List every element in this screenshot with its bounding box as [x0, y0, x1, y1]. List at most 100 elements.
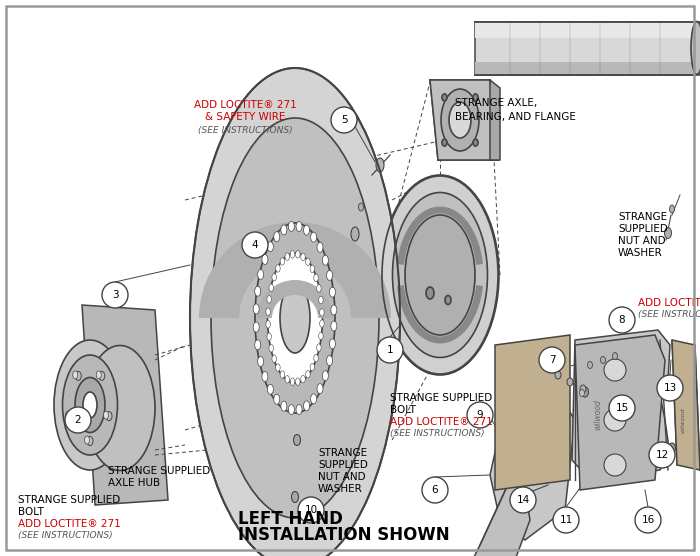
Ellipse shape	[316, 285, 321, 292]
Circle shape	[242, 232, 268, 258]
Text: SUPPLIED: SUPPLIED	[618, 224, 668, 234]
Text: STRANGE: STRANGE	[618, 212, 667, 222]
Ellipse shape	[280, 371, 285, 378]
Text: WASHER: WASHER	[618, 248, 663, 258]
Ellipse shape	[285, 253, 290, 260]
Ellipse shape	[85, 345, 155, 470]
Circle shape	[298, 497, 324, 523]
Ellipse shape	[255, 286, 260, 296]
Ellipse shape	[301, 253, 305, 261]
Ellipse shape	[267, 296, 272, 303]
Text: 15: 15	[615, 403, 629, 413]
Ellipse shape	[473, 94, 478, 101]
Text: BOLT: BOLT	[390, 405, 416, 415]
Polygon shape	[82, 305, 168, 505]
Circle shape	[539, 347, 565, 373]
Ellipse shape	[262, 371, 268, 381]
Ellipse shape	[258, 270, 264, 280]
Ellipse shape	[381, 175, 499, 375]
Circle shape	[377, 337, 403, 363]
Ellipse shape	[442, 139, 447, 146]
Ellipse shape	[99, 371, 105, 380]
Ellipse shape	[267, 253, 323, 383]
Ellipse shape	[269, 284, 274, 291]
Text: 6: 6	[432, 485, 438, 495]
Ellipse shape	[320, 320, 324, 327]
Text: ADD LOCTITE® 271: ADD LOCTITE® 271	[194, 100, 296, 110]
Text: SUPPLIED: SUPPLIED	[318, 460, 368, 470]
Text: LEFT HAND: LEFT HAND	[238, 510, 343, 528]
Text: 9: 9	[477, 410, 483, 420]
Text: BOLT: BOLT	[18, 507, 44, 517]
Ellipse shape	[473, 139, 478, 146]
Ellipse shape	[327, 270, 332, 280]
Ellipse shape	[267, 333, 272, 340]
Ellipse shape	[285, 376, 290, 383]
Ellipse shape	[331, 321, 337, 331]
Text: NUT AND: NUT AND	[318, 472, 365, 482]
Ellipse shape	[62, 355, 118, 455]
Ellipse shape	[280, 257, 285, 265]
Ellipse shape	[190, 68, 400, 556]
Ellipse shape	[269, 345, 274, 352]
Circle shape	[649, 442, 675, 468]
Ellipse shape	[405, 215, 475, 335]
Polygon shape	[672, 340, 700, 470]
Ellipse shape	[301, 375, 305, 383]
Text: wilwood: wilwood	[594, 400, 603, 430]
Ellipse shape	[601, 356, 606, 364]
Text: INSTALLATION SHOWN: INSTALLATION SHOWN	[238, 526, 449, 544]
Text: 12: 12	[655, 450, 668, 460]
Ellipse shape	[580, 390, 584, 396]
Text: 16: 16	[641, 515, 654, 525]
Circle shape	[422, 477, 448, 503]
Ellipse shape	[85, 436, 90, 444]
Text: & SAFETY WIRE: & SAFETY WIRE	[205, 112, 285, 122]
Circle shape	[553, 507, 579, 533]
Ellipse shape	[75, 371, 81, 380]
Text: 11: 11	[559, 515, 573, 525]
Ellipse shape	[691, 22, 700, 75]
Ellipse shape	[426, 287, 434, 299]
Ellipse shape	[376, 158, 384, 172]
Ellipse shape	[54, 340, 126, 470]
Ellipse shape	[582, 387, 589, 397]
Text: BEARING, AND FLANGE: BEARING, AND FLANGE	[455, 112, 576, 122]
Text: 1: 1	[386, 345, 393, 355]
Circle shape	[331, 107, 357, 133]
Ellipse shape	[314, 274, 318, 281]
Ellipse shape	[106, 411, 112, 421]
Text: 8: 8	[619, 315, 625, 325]
Ellipse shape	[280, 283, 310, 353]
Ellipse shape	[612, 353, 617, 360]
Text: STRANGE SUPPLIED: STRANGE SUPPLIED	[390, 393, 492, 403]
Text: STRANGE SUPPLIED: STRANGE SUPPLIED	[108, 466, 210, 476]
Ellipse shape	[318, 332, 323, 340]
Ellipse shape	[310, 364, 314, 371]
Ellipse shape	[274, 232, 280, 242]
Polygon shape	[495, 335, 570, 490]
Ellipse shape	[311, 232, 316, 242]
Text: (SEE INSTRUCTIONS): (SEE INSTRUCTIONS)	[638, 310, 700, 319]
Text: (SEE INSTRUCTIONS): (SEE INSTRUCTIONS)	[18, 531, 113, 540]
Ellipse shape	[442, 94, 447, 101]
Text: STRANGE: STRANGE	[318, 448, 367, 458]
Ellipse shape	[317, 242, 323, 252]
Circle shape	[609, 307, 635, 333]
Ellipse shape	[87, 436, 93, 445]
Ellipse shape	[604, 359, 626, 381]
Text: 4: 4	[252, 240, 258, 250]
Ellipse shape	[320, 309, 324, 316]
Ellipse shape	[281, 225, 287, 235]
Text: AXLE HUB: AXLE HUB	[108, 478, 160, 488]
Ellipse shape	[290, 251, 295, 258]
Ellipse shape	[266, 321, 270, 328]
Ellipse shape	[296, 405, 302, 415]
Circle shape	[510, 487, 536, 513]
Ellipse shape	[288, 221, 295, 231]
Ellipse shape	[604, 454, 626, 476]
Ellipse shape	[314, 354, 318, 362]
Ellipse shape	[276, 364, 280, 371]
Text: WASHER: WASHER	[318, 484, 363, 494]
Ellipse shape	[306, 370, 310, 378]
